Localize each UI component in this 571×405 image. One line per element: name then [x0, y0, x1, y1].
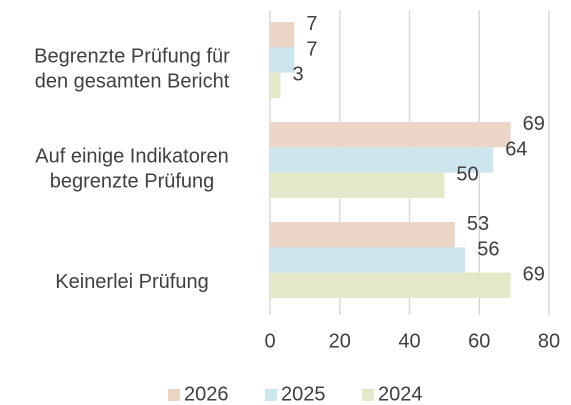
bar — [270, 147, 494, 173]
bar — [270, 122, 511, 148]
value-label: 69 — [523, 113, 545, 135]
category-label: Auf einige Indikatoren — [35, 145, 228, 167]
legend-label: 2025 — [281, 383, 326, 405]
x-tick-label: 0 — [264, 330, 275, 352]
x-tick-label: 80 — [538, 330, 560, 352]
value-label: 3 — [292, 64, 303, 86]
bar — [270, 272, 511, 298]
value-label: 7 — [306, 38, 317, 60]
category-label: Keinerlei Prüfung — [55, 271, 208, 293]
value-label: 69 — [523, 264, 545, 286]
legend-swatch — [362, 389, 374, 401]
x-tick-label: 60 — [468, 330, 490, 352]
bar — [270, 222, 455, 248]
bar — [270, 22, 295, 48]
x-tick-label: 20 — [329, 330, 351, 352]
value-label: 53 — [467, 213, 489, 235]
value-label: 56 — [477, 238, 499, 260]
legend-label: 2026 — [184, 383, 229, 405]
category-label: begrenzte Prüfung — [50, 170, 215, 192]
legend-swatch — [265, 389, 277, 401]
category-label: Begrenzte Prüfung für — [34, 45, 230, 67]
value-label: 7 — [306, 13, 317, 35]
legend-label: 2024 — [378, 383, 423, 405]
bar — [270, 72, 281, 98]
bar — [270, 172, 445, 198]
category-label: den gesamten Bericht — [35, 70, 230, 92]
value-label: 50 — [456, 164, 478, 186]
value-label: 64 — [505, 138, 527, 160]
bar — [270, 247, 466, 273]
legend-swatch — [168, 389, 180, 401]
x-tick-label: 40 — [398, 330, 420, 352]
bar — [270, 47, 295, 73]
